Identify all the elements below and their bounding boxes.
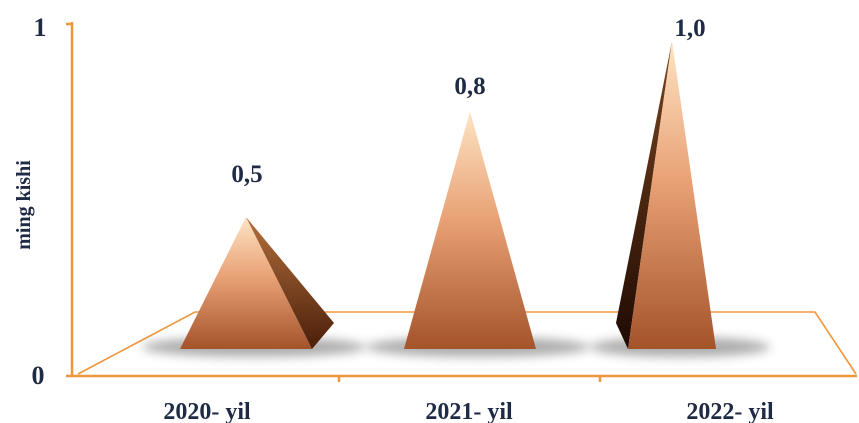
category-labels: 2020- yil 2021- yil 2022- yil	[163, 399, 774, 423]
y-tick-label-max: 1	[34, 13, 47, 42]
pyramid-side-2	[616, 41, 672, 349]
data-label-2022: 1,0	[674, 15, 705, 42]
data-labels: 0,5 0,8 1,0	[231, 15, 705, 188]
pyramid-1	[404, 111, 536, 350]
axes	[66, 22, 857, 382]
x-label-2022: 2022- yil	[686, 399, 774, 423]
x-label-2021: 2021- yil	[425, 399, 513, 423]
pyramid-series	[142, 41, 770, 357]
x-label-2020: 2020- yil	[163, 399, 251, 423]
pyramid-2	[628, 41, 716, 349]
pyramid-0	[180, 217, 312, 349]
y-axis-label: ming kishi	[13, 160, 35, 250]
pyramid-side-0	[246, 217, 334, 349]
data-label-2021: 0,8	[454, 73, 485, 100]
data-label-2020: 0,5	[231, 161, 262, 188]
y-tick-label-min: 0	[32, 361, 45, 390]
